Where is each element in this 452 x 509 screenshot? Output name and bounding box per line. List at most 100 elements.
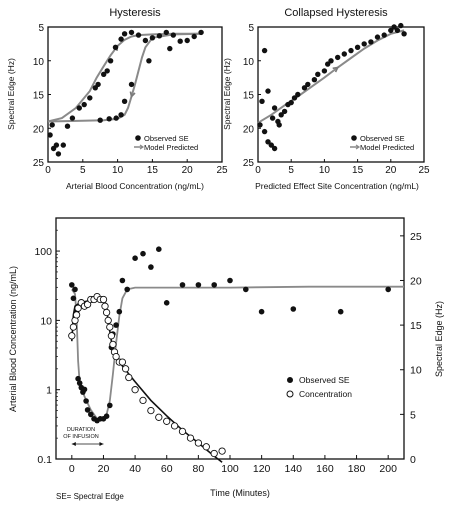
panel-2-title: Collapsed Hysteresis — [284, 7, 388, 19]
left-y-tick-label: 10 — [40, 315, 52, 327]
observed-se-point — [315, 71, 321, 78]
x-tick-label: 10 — [112, 165, 124, 176]
concentration-point — [131, 386, 139, 394]
observed-se-point — [107, 58, 114, 64]
observed-se-point — [47, 132, 53, 138]
observed-se-point — [281, 108, 288, 115]
x-tick-label: 0 — [69, 463, 75, 475]
x-tick-label: 0 — [255, 165, 261, 176]
observed-se-point — [142, 37, 149, 44]
observed-se-point — [290, 306, 297, 312]
observed-se-point — [76, 105, 83, 111]
observed-se-point — [53, 142, 60, 148]
panel-1-legend-model-arrow — [139, 144, 145, 150]
observed-se-point — [261, 128, 268, 135]
observed-se-point — [276, 122, 282, 128]
concentration-point — [118, 358, 127, 366]
concentration-point — [178, 427, 187, 436]
observed-se-point — [398, 22, 404, 29]
observed-se-point — [60, 142, 66, 148]
concentration-point — [99, 295, 108, 304]
left-y-tick-label: 0.1 — [37, 454, 52, 466]
concentration-point — [163, 417, 171, 425]
panel-3-left-y-ticks: 0.1 1 10 100 — [34, 217, 60, 466]
panel-1-y-label: Spectral Edge (Hz) — [6, 58, 16, 130]
x-tick-label: 5 — [288, 165, 294, 176]
panel-3-x-label: Time (Minutes) — [210, 488, 270, 498]
x-tick-label: 15 — [147, 165, 159, 176]
panel-1-legend-observed-marker — [135, 135, 141, 141]
concentration-point — [107, 332, 116, 340]
observed-se-point — [101, 71, 107, 78]
observed-se-point — [265, 88, 271, 94]
concentration-point — [202, 443, 210, 451]
concentration-point — [210, 449, 218, 458]
observed-se-point — [132, 255, 138, 261]
observed-se-point — [118, 36, 124, 42]
observed-se-point — [121, 98, 128, 105]
observed-se-point — [118, 112, 124, 118]
right-y-tick-label: 20 — [410, 275, 422, 287]
concentration-point — [102, 308, 111, 317]
observed-se-point — [354, 44, 361, 50]
y-tick-label: 25 — [243, 158, 255, 169]
x-tick-label: 5 — [80, 165, 86, 176]
observed-se-point — [69, 282, 75, 288]
x-tick-label: 20 — [98, 463, 110, 475]
observed-se-point — [103, 413, 110, 420]
panel-3-right-y-label: Spectral Edge (Hz) — [434, 301, 444, 377]
observed-se-point — [258, 308, 265, 315]
panel-2-legend-observed-label: Observed SE — [360, 134, 405, 143]
concentration-point — [155, 413, 163, 421]
concentration-point — [112, 352, 120, 361]
panel-2-legend-observed-marker — [351, 135, 357, 141]
concentration-point — [139, 396, 147, 405]
observed-se-point — [113, 115, 119, 121]
x-tick-label: 20 — [182, 165, 194, 176]
observed-se-point — [87, 95, 93, 101]
observed-se-point — [269, 115, 276, 121]
model-predicted-line — [47, 32, 202, 123]
panel-2-legend-model-label: Model Predicted — [360, 143, 414, 152]
observed-se-point — [401, 31, 407, 37]
x-tick-label: 25 — [216, 165, 228, 176]
observed-se-point — [381, 32, 387, 38]
panel-2-legend-model-arrow — [355, 144, 361, 150]
concentration-point — [125, 373, 133, 382]
observed-se-point — [84, 407, 91, 413]
infusion-annotation-line-2: OF INFUSION — [63, 434, 98, 440]
observed-se-point — [163, 300, 170, 306]
x-tick-label: 200 — [379, 463, 397, 475]
observed-se-point — [49, 122, 55, 128]
observed-se-point — [55, 151, 62, 157]
observed-se-point — [156, 246, 162, 252]
panel-3-x-ticks: 0 20 40 60 80 100 120 140 160 180 200 — [69, 455, 397, 475]
observed-se-point — [271, 145, 278, 152]
concentration-point — [101, 302, 109, 310]
right-y-tick-label: 15 — [410, 320, 422, 332]
observed-se-point — [104, 68, 110, 74]
y-tick-label: 5 — [38, 23, 44, 34]
y-tick-label: 25 — [33, 158, 45, 169]
observed-se-point — [394, 27, 401, 34]
x-tick-label: 40 — [129, 463, 141, 475]
concentration-point — [106, 323, 114, 331]
right-y-tick-label: 25 — [410, 231, 422, 243]
concentration-point — [170, 422, 179, 430]
y-tick-label: 10 — [33, 57, 45, 68]
observed-se-point — [135, 32, 142, 38]
panel-2-legend: Observed SE Model Predicted — [350, 134, 414, 152]
panel-2-model-lines — [257, 29, 405, 124]
panel-1-model-lines — [47, 32, 202, 123]
panel-1-x-ticks: 0 5 10 15 20 25 — [45, 159, 228, 176]
x-tick-label: 180 — [348, 463, 366, 475]
panel-3-points — [68, 246, 392, 458]
right-y-tick-label: 10 — [410, 365, 422, 377]
collapsed-hysteresis-panel: Collapsed Hysteresis 0 5 10 15 20 25 5 10 15 20 2… — [222, 7, 430, 191]
x-tick-label: 140 — [285, 463, 303, 475]
observed-se-point — [311, 77, 318, 83]
infusion-arrow-head-left — [71, 442, 76, 446]
observed-se-point — [184, 37, 190, 44]
observed-se-point — [119, 277, 126, 284]
